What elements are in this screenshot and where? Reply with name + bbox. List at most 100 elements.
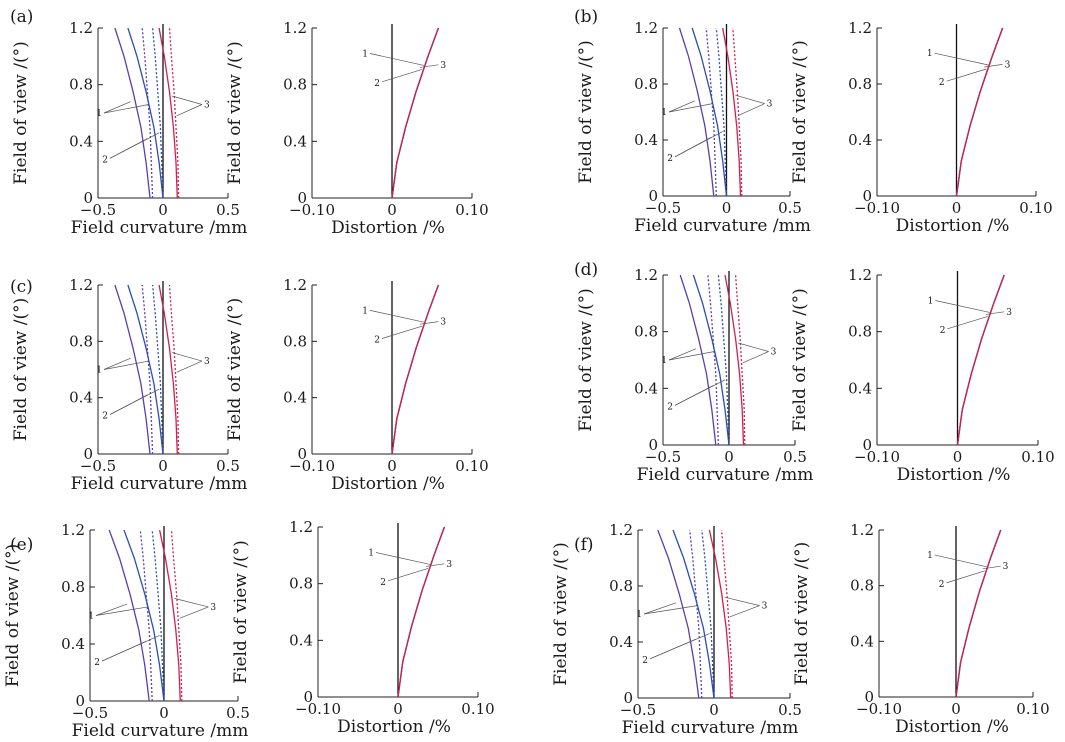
fc-x-tick-label: −0.5 [80, 201, 116, 219]
fc-series-3-dotted [720, 529, 733, 699]
fc-curve-label-1: 1 [96, 366, 102, 376]
dist-y-axis-title: Field of view /(°) [790, 288, 810, 432]
dist-x-tick-label: −0.10 [854, 199, 900, 217]
fc-leader-1a [668, 348, 697, 361]
dist-x-axis-title: Distortion /% [896, 216, 1010, 236]
dist-x-axis-title: Distortion /% [895, 717, 1009, 737]
dist-y-tick-label: 0.8 [283, 76, 307, 94]
fc-y-tick-label: 0.4 [69, 132, 93, 150]
fc-curve-label-3: 3 [771, 348, 777, 358]
dist-curve-label-1: 1 [927, 551, 933, 561]
dist-leader-3 [419, 64, 439, 68]
dist-series-1 [955, 27, 1004, 197]
fc-series-1 [114, 27, 151, 199]
dist-y-tick-label: 1.2 [283, 19, 307, 37]
dist-x-tick-label: 0.10 [1021, 448, 1054, 466]
fc-x-tick-label: 0 [159, 704, 169, 722]
fc-x-tick-label: 0.5 [226, 704, 250, 722]
fc-x-axis-title: Field curvature /mm [634, 216, 811, 236]
dist-series-3 [391, 27, 440, 199]
dist-y-tick-label: 0.4 [289, 631, 313, 649]
fc-leader-1b [668, 103, 713, 113]
dist-leader-2 [946, 68, 987, 82]
dist-curve-label-2: 2 [380, 578, 386, 588]
fc-curve-label-1: 1 [96, 109, 102, 119]
fc-curve-label-3: 3 [204, 357, 210, 367]
fc-x-axis-title: Field curvature /mm [71, 218, 248, 238]
fc-series-1-dotted [689, 529, 703, 699]
fc-x-axis-title: Field curvature /mm [72, 721, 249, 741]
fc-curve-label-2: 2 [642, 656, 648, 666]
fc-leader-1b [668, 351, 715, 361]
fc-series-3-dotted [170, 529, 183, 702]
fc-series-1 [678, 27, 715, 197]
fc-x-tick-label: −0.5 [645, 448, 681, 466]
dist-leader-3 [425, 563, 445, 567]
dist-series-2 [397, 526, 446, 698]
fc-x-tick-label: 0 [158, 201, 168, 219]
fc-y-tick-label: 0.8 [634, 323, 658, 341]
dist-y-axis-title: Field of view /(°) [225, 298, 245, 442]
dist-leader-2 [387, 568, 429, 582]
dist-y-tick-label: 0 [297, 445, 307, 463]
dist-x-tick-label: 0.10 [1019, 199, 1052, 217]
fc-leader-3b [739, 103, 765, 116]
fc-y-tick-label: 0.4 [609, 633, 633, 651]
fc-y-tick-label: 0.8 [61, 578, 85, 596]
fc-x-tick-label: 0 [722, 199, 732, 217]
dist-x-tick-label: 0.10 [455, 457, 488, 475]
fc-series-3-dotted [168, 284, 180, 455]
fc-series-3 [158, 529, 181, 702]
dist-series-1 [956, 274, 1005, 446]
fc-x-tick-label: −0.5 [72, 704, 108, 722]
dist-y-axis-title: Field of view /(°) [231, 540, 251, 684]
fc-y-tick-label: 0.4 [634, 131, 658, 149]
fc-y-axis-title: Field of view /(°) [11, 298, 31, 442]
dist-series-3 [397, 526, 446, 698]
fc-leader-2b [674, 379, 726, 406]
fc-y-tick-label: 0.8 [69, 332, 93, 350]
dist-series-1 [397, 526, 446, 698]
fc-series-2-dotted [717, 274, 730, 446]
fc-leader-1b [103, 360, 149, 370]
dist-curve-label-3: 3 [1003, 562, 1009, 572]
fc-series-1-dotted [707, 274, 720, 446]
dist-series-2 [391, 284, 440, 455]
fc-leader-3b [742, 351, 769, 364]
dist-series-2 [956, 274, 1005, 446]
fc-series-2-dotted [151, 529, 165, 702]
dist-curve-label-3: 3 [440, 61, 446, 71]
dist-y-tick-label: 0.4 [848, 379, 872, 397]
fc-leader-2b [101, 635, 160, 662]
dist-x-tick-label: 0 [951, 700, 961, 718]
fc-y-tick-label: 0.4 [61, 635, 85, 653]
fc-y-tick-label: 1.2 [609, 521, 633, 539]
fc-curve-label-1: 1 [88, 612, 94, 622]
fc-series-2 [127, 27, 164, 199]
fc-series-2 [123, 529, 165, 702]
fc-y-tick-label: 1.2 [634, 19, 658, 37]
dist-curve-label-3: 3 [1006, 308, 1012, 318]
fc-leader-1a [643, 602, 677, 615]
dist-x-axis-title: Distortion /% [331, 218, 445, 238]
dist-y-tick-label: 1.2 [289, 518, 313, 536]
fc-series-2 [691, 27, 728, 197]
dist-curve-label-1: 1 [368, 549, 374, 559]
dist-y-tick-label: 0.4 [283, 132, 307, 150]
fc-series-1 [657, 529, 700, 699]
dist-curve-label-2: 2 [939, 580, 945, 590]
fc-x-tick-label: 0 [709, 701, 719, 719]
dist-leader-2 [947, 316, 988, 330]
dist-leader-1 [935, 300, 990, 313]
dist-y-tick-label: 0.8 [848, 75, 872, 93]
dist-series-1 [955, 529, 1002, 698]
dist-series-2 [955, 27, 1004, 197]
